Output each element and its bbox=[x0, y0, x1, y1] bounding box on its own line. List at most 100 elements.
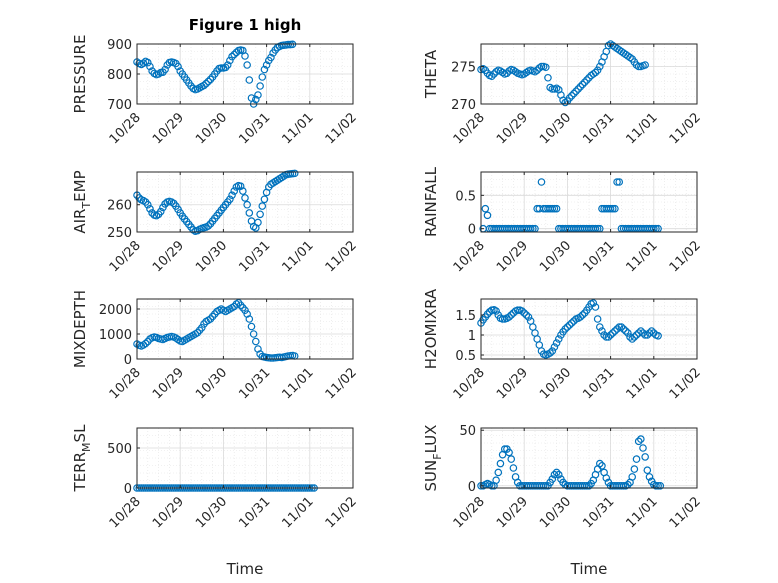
x-tick-label: 10/31 bbox=[580, 494, 617, 531]
y-tick-label: 0 bbox=[468, 480, 476, 495]
data-point bbox=[595, 323, 604, 331]
data-point bbox=[245, 76, 254, 84]
y-tick-label: 270 bbox=[451, 98, 476, 113]
data-point bbox=[483, 211, 492, 220]
y-axis-label: SUNFLUX bbox=[422, 425, 444, 492]
data-point bbox=[645, 329, 654, 337]
x-tick-label: 10/28 bbox=[451, 110, 488, 147]
data-point bbox=[552, 204, 561, 213]
x-tick-label: 10/28 bbox=[451, 494, 488, 531]
y-tick-label: 0 bbox=[124, 482, 132, 497]
data-point bbox=[552, 468, 561, 477]
data-point bbox=[567, 91, 576, 100]
x-tick-label: 10/30 bbox=[193, 365, 230, 402]
data-point bbox=[548, 347, 557, 355]
y-axis-label: THETA bbox=[422, 49, 440, 99]
data-point bbox=[565, 94, 574, 102]
y-axis-label-suffix: EMP bbox=[71, 170, 89, 201]
data-point bbox=[643, 331, 652, 339]
data-point bbox=[585, 481, 593, 490]
data-point bbox=[572, 87, 580, 96]
axes-box bbox=[480, 427, 698, 489]
data-point bbox=[241, 194, 249, 202]
data-point bbox=[481, 204, 490, 213]
data-point bbox=[591, 303, 600, 311]
y-tick-label: 0.5 bbox=[455, 349, 476, 364]
data-point bbox=[139, 59, 148, 68]
x-tick-label: 10/30 bbox=[193, 494, 230, 531]
data-point bbox=[161, 65, 169, 74]
subplot-terr_msl: 0 500 10/28 10/29 10/30 10/31 11/01 11/02 TERRMS… bbox=[71, 424, 360, 531]
data-point bbox=[198, 323, 206, 332]
data-point bbox=[541, 63, 550, 72]
data-point bbox=[654, 481, 662, 490]
x-tick-label: 11/01 bbox=[624, 494, 661, 531]
y-tick-label: 2000 bbox=[99, 303, 132, 318]
data-point bbox=[494, 468, 503, 477]
data-point bbox=[617, 323, 626, 331]
data-point bbox=[634, 329, 643, 337]
y-tick-label: 900 bbox=[107, 38, 132, 53]
x-tick-label: 10/29 bbox=[150, 110, 187, 147]
x-tick-label: 10/29 bbox=[150, 238, 187, 275]
x-tick-label: 11/01 bbox=[624, 365, 661, 402]
data-point bbox=[483, 310, 492, 319]
data-point bbox=[533, 66, 541, 75]
data-point bbox=[284, 40, 293, 49]
subplot-rainfall: 0 0.5 10/28 10/29 10/30 10/31 11/01 11/02 RAINFA… bbox=[422, 166, 704, 275]
y-axis-label-main: MIXDEPTH bbox=[71, 290, 89, 368]
x-tick-label: 10/28 bbox=[451, 238, 488, 275]
axes-box bbox=[480, 43, 698, 105]
data-point bbox=[641, 331, 649, 339]
data-point bbox=[559, 96, 567, 105]
x-tick-label: 10/30 bbox=[537, 110, 574, 147]
data-point bbox=[254, 218, 262, 227]
data-point bbox=[146, 205, 154, 213]
y-tick-label: 0.5 bbox=[455, 189, 476, 204]
data-point bbox=[522, 311, 531, 319]
y-axis-label-main: TERR bbox=[71, 452, 89, 493]
data-point bbox=[554, 335, 563, 343]
data-point bbox=[578, 80, 587, 89]
data-point bbox=[487, 481, 496, 490]
y-tick-label: 1000 bbox=[99, 328, 132, 343]
x-tick-label: 10/30 bbox=[537, 238, 574, 275]
data-point bbox=[637, 435, 645, 443]
y-tick-label: 800 bbox=[107, 68, 132, 83]
x-tick-label: 10/28 bbox=[451, 365, 488, 402]
data-point bbox=[654, 331, 662, 340]
data-point bbox=[258, 202, 267, 210]
data-point bbox=[505, 448, 513, 457]
x-tick-label: 11/02 bbox=[323, 110, 360, 147]
data-point bbox=[589, 299, 598, 307]
axes-box bbox=[480, 171, 698, 233]
data-point bbox=[611, 204, 619, 213]
data-point bbox=[247, 322, 256, 331]
x-tick-label: 10/28 bbox=[107, 365, 144, 402]
data-point bbox=[241, 52, 249, 60]
data-point bbox=[641, 61, 649, 69]
x-tick-label: 10/29 bbox=[150, 494, 187, 531]
data-point bbox=[550, 204, 559, 213]
data-point bbox=[548, 204, 557, 213]
data-point bbox=[565, 321, 574, 329]
data-point bbox=[608, 329, 617, 337]
x-tick-label: 10/29 bbox=[494, 238, 531, 275]
data-point bbox=[645, 473, 654, 481]
data-point bbox=[630, 333, 639, 341]
data-point bbox=[217, 64, 226, 72]
data-point bbox=[554, 470, 563, 479]
data-point bbox=[598, 327, 606, 335]
data-point bbox=[141, 339, 150, 348]
y-tick-label: 1.5 bbox=[455, 309, 476, 324]
data-point bbox=[223, 61, 232, 69]
data-point bbox=[230, 187, 239, 195]
x-tick-label: 11/02 bbox=[323, 494, 360, 531]
data-point bbox=[206, 75, 215, 84]
y-tick-label: 500 bbox=[107, 442, 132, 457]
x-tick-label: 11/02 bbox=[667, 110, 704, 147]
data-point bbox=[537, 178, 546, 186]
data-point bbox=[550, 470, 559, 479]
data-point bbox=[652, 481, 660, 490]
